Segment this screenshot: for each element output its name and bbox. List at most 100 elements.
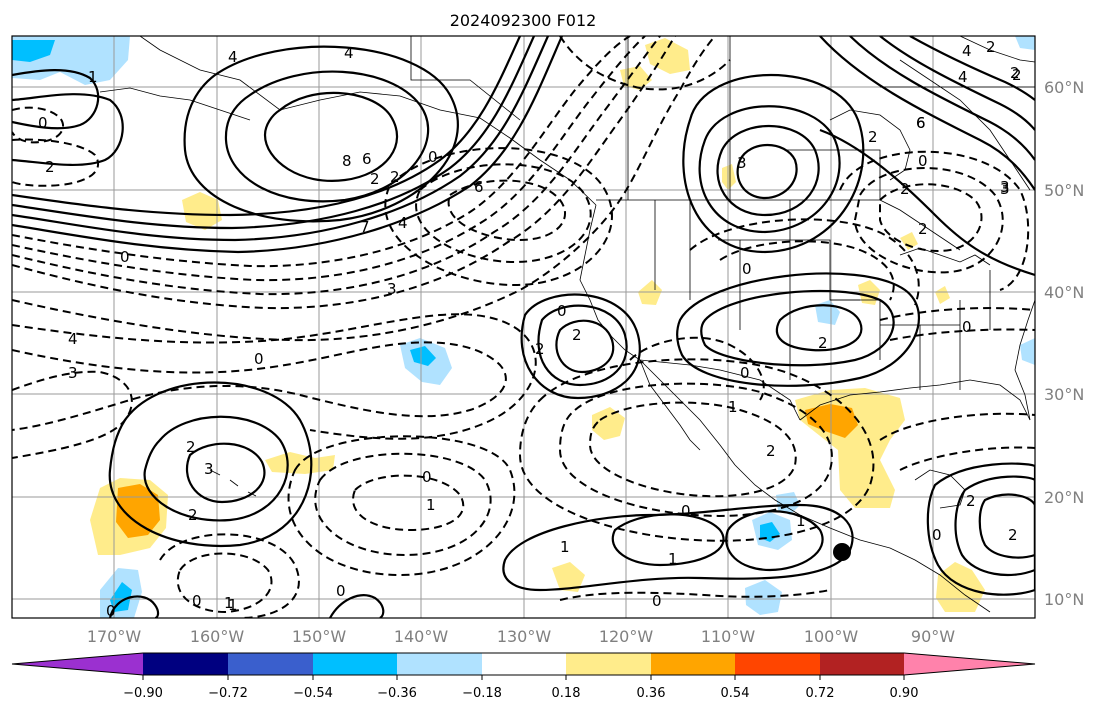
lon-label: 90°W — [911, 627, 955, 646]
nw-dash-2 — [12, 138, 100, 187]
trough-band-1 — [12, 36, 631, 268]
east-low-2 — [853, 167, 1004, 274]
great-lakes — [899, 247, 991, 266]
contour-label: 4 — [962, 42, 972, 60]
us-high-outer — [676, 272, 921, 387]
contour-label: 4 — [958, 68, 968, 86]
contour-label: 2 — [188, 506, 198, 524]
lon-label: 100°W — [804, 627, 859, 646]
east-low-1 — [879, 183, 983, 252]
contour-label: 0 — [681, 502, 691, 520]
mx-low-right-3 — [926, 462, 1035, 596]
map-panel: 4 4 1 0 2 8 6 2 2 0 7 6 4 0 3 4 3 0 2 2 … — [12, 36, 1035, 620]
contour-label: 2 — [868, 128, 878, 146]
west-low-dash — [12, 370, 133, 459]
mx-low-right-2 — [954, 475, 1035, 577]
pos-area-bering — [182, 192, 222, 230]
contour-label: 2 — [1010, 64, 1020, 82]
pos-area-subtropic — [265, 452, 335, 474]
sw-low-dash-2 — [159, 533, 300, 618]
ridge-band-1 — [12, 36, 522, 217]
contour-label: 6 — [916, 114, 926, 132]
colorbar-segment — [482, 653, 566, 675]
contour-label: 0 — [192, 592, 202, 610]
east-canada-band-1 — [819, 36, 1035, 191]
trough-band-4 — [12, 36, 676, 310]
contour-label: 0 — [106, 602, 116, 620]
mx-low-right-1 — [978, 493, 1035, 559]
us-canada-border — [596, 199, 961, 251]
offshore-low-1 — [447, 179, 566, 242]
alaska-high-inner — [263, 91, 399, 182]
nw-high-outer — [12, 93, 124, 166]
storm-center-marker — [833, 543, 851, 561]
colorbar-tick-label: −0.18 — [462, 686, 502, 701]
lon-label: 110°W — [701, 627, 756, 646]
colorbar-segment — [397, 653, 482, 675]
contour-label: 2 — [45, 158, 55, 176]
hudson-high-outer-2 — [682, 74, 865, 254]
southeast-dash — [879, 307, 1035, 321]
contour-label: 2 — [186, 438, 196, 456]
nw-dash — [12, 106, 65, 144]
subtrop-dash-1 — [12, 341, 507, 431]
contour-label: 1 — [796, 512, 806, 530]
contour-label: 4 — [398, 214, 408, 232]
sw-low-dash — [176, 552, 273, 614]
colorbar-tick-label: 0.36 — [637, 686, 666, 701]
east-canada-band-2 — [849, 36, 1035, 161]
longitude-labels: 170°W 160°W 150°W 140°W 130°W 120°W 110°… — [87, 627, 955, 646]
contour-label: 3 — [204, 460, 214, 478]
contour-label: 0 — [336, 582, 346, 600]
neg-area-central-mx — [776, 492, 800, 515]
contour-label: 1 — [228, 596, 238, 614]
neg-core-sw — [110, 582, 132, 612]
colorbar-segment — [143, 653, 228, 675]
alaska-n-dash — [559, 36, 731, 91]
ridge-band-3 — [12, 36, 550, 242]
mexico-trough-2 — [558, 382, 833, 517]
neg-area-hudson-n — [1015, 36, 1035, 50]
colorbar-segment — [228, 653, 313, 675]
contour-label: 4 — [68, 330, 78, 348]
colorbar-tick-label: −0.36 — [377, 686, 417, 701]
contour-label: 2 — [900, 180, 910, 198]
lon-label: 170°W — [87, 627, 142, 646]
caribbean-dash-2 — [899, 446, 1035, 471]
contour-label: 2 — [986, 38, 996, 56]
contour-label: 2 — [1012, 66, 1022, 84]
bc-coast — [579, 204, 736, 466]
contour-label: 1 — [426, 496, 436, 514]
contour-label: 0 — [932, 526, 942, 544]
sw-low-solid — [108, 595, 160, 618]
colorbar-segment — [820, 653, 904, 675]
pos-area-hudson — [722, 164, 736, 190]
contour-label: 1 — [560, 538, 570, 556]
contour-label: 2 — [818, 334, 828, 352]
sw-solid-2 — [329, 594, 385, 618]
mid-low-1 — [352, 474, 465, 532]
contour-label: 2 — [535, 340, 545, 358]
us-high-mid — [700, 289, 895, 367]
contour-label: 2 — [766, 442, 776, 460]
lon-label: 130°W — [497, 627, 552, 646]
colorbar-tick-label: −0.90 — [123, 686, 163, 701]
neg-area-pacific-south — [745, 580, 782, 615]
lon-label: 150°W — [292, 627, 347, 646]
aleutian-chain — [99, 87, 251, 121]
contour-label: 0 — [918, 152, 928, 170]
contour-label: 0 — [742, 260, 752, 278]
contour-label: 0 — [557, 302, 567, 320]
alaska-high-outer — [183, 45, 459, 223]
colorbar-segment — [735, 653, 820, 675]
contour-label: 0 — [38, 114, 48, 132]
coastlines — [99, 36, 1035, 613]
lat-label: 50°N — [1044, 181, 1084, 200]
neg-area-florida — [1020, 338, 1035, 365]
eq-band-2 — [725, 510, 824, 572]
pos-area-great-lakes — [935, 286, 950, 304]
contour-label: 4 — [344, 44, 354, 62]
baja — [639, 359, 701, 451]
contour-label: 8 — [342, 152, 352, 170]
contour-label: 7 — [360, 218, 370, 236]
